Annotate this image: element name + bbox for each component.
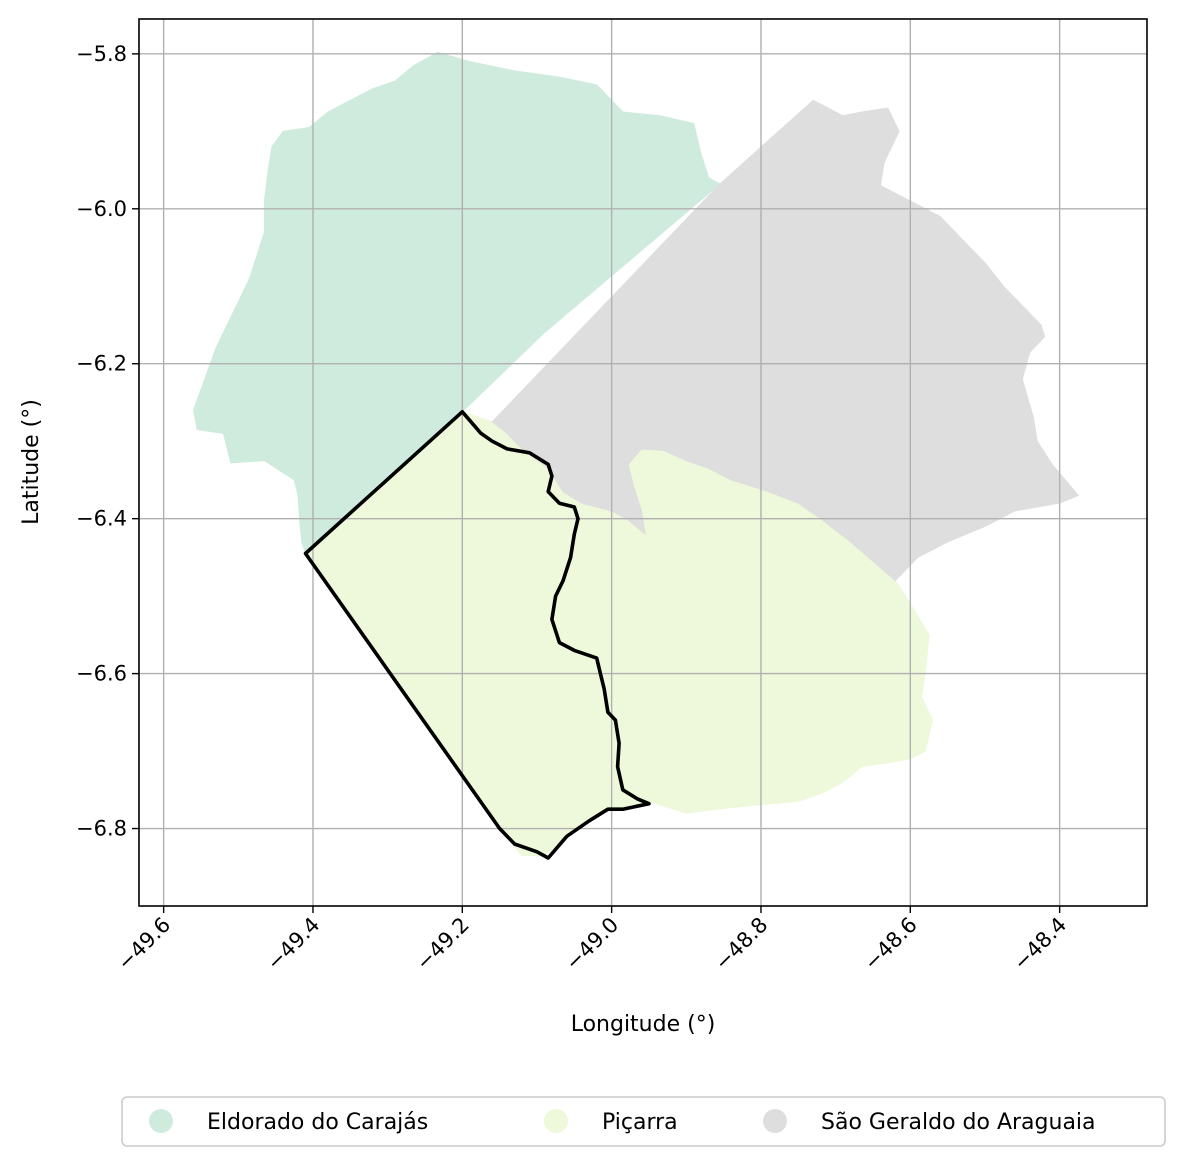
legend-marker-eldorado: [149, 1109, 173, 1133]
y-axis-ticks: −5.8 −6.0 −6.2 −6.4 −6.6 −6.8: [76, 42, 139, 841]
plot-frame: [138, 18, 1148, 907]
y-tick-label: −6.8: [76, 817, 127, 841]
legend-box: [121, 1096, 1166, 1147]
outline-layer: [303, 409, 651, 860]
region-eldorado-do-carajas: [192, 51, 721, 555]
y-axis-title: Latitude (°): [19, 399, 44, 525]
region-sao-geraldo-do-araguaia: [491, 99, 1080, 582]
y-tick-label: −6.0: [76, 197, 127, 221]
legend-marker-picarra: [544, 1109, 568, 1133]
legend: Eldorado do Carajás Piçarra São Geraldo …: [121, 1096, 1166, 1147]
legend-label-eldorado: Eldorado do Carajás: [207, 1110, 428, 1135]
legend-marker-sao-geraldo: [763, 1109, 787, 1133]
legend-label-picarra: Piçarra: [602, 1110, 678, 1135]
y-tick-label: −6.4: [76, 507, 127, 531]
y-tick-label: −5.8: [76, 42, 127, 66]
legend-label-sao-geraldo: São Geraldo do Araguaia: [821, 1110, 1096, 1135]
x-axis-title: Longitude (°): [571, 1012, 716, 1037]
y-tick-label: −6.2: [76, 352, 127, 376]
highlight-outline: [303, 409, 651, 860]
y-tick-label: −6.6: [76, 662, 127, 686]
grid-layer: [139, 19, 1147, 906]
